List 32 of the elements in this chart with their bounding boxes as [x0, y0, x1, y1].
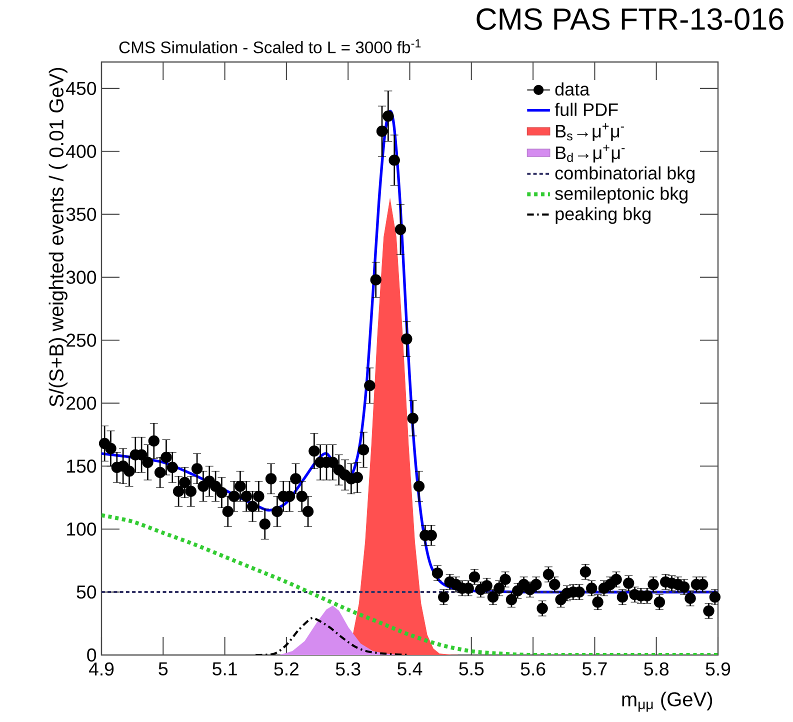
- chart-title: CMS Simulation - Scaled to L = 3000 fb$^{-1}$: [119, 39, 421, 54]
- x-tick-label: 5.7: [582, 662, 607, 676]
- legend-label: data: [555, 82, 590, 96]
- x-axis-title: m$_{μμ}$ (GeV): [622, 692, 712, 712]
- x-tick-label: 5.2: [274, 662, 298, 676]
- y-tick-label: 150: [67, 460, 96, 473]
- legend-label: B$_{s}$→μ$^{+}$μ$^{-}$: [556, 123, 624, 141]
- x-tick-label: 5.8: [644, 662, 669, 676]
- y-tick-label: 450: [66, 82, 96, 96]
- legend-label: combinatorial bkg: [555, 166, 694, 184]
- y-tick-label: 250: [66, 334, 96, 347]
- text: CMS PAS FTR-13-016: [476, 8, 784, 30]
- x-tick-label: 5.3: [336, 662, 360, 676]
- x-tick-label: 4.9: [88, 662, 114, 676]
- legend-label: semileptonic bkg: [555, 186, 688, 204]
- y-tick-label: 0: [87, 648, 96, 662]
- legend-label: peaking bkg: [556, 207, 650, 224]
- x-tick-label: 5.5: [459, 662, 484, 676]
- y-tick-label: 300: [66, 270, 96, 284]
- y-tick-label: 350: [66, 208, 96, 221]
- y-tick-label: 400: [66, 144, 96, 158]
- y-tick-label: 100: [67, 522, 96, 536]
- y-tick-label: 200: [66, 396, 96, 410]
- x-tick-label: 5: [158, 662, 168, 676]
- x-tick-label: 5.6: [520, 662, 546, 676]
- x-tick-label: 5.1: [212, 662, 237, 676]
- x-tick-label: 5.4: [398, 662, 422, 676]
- legend-label: B$_{d}$→μ$^{+}$μ$^{-}$: [556, 144, 625, 162]
- y-axis-title: S/(S+B) weighted events / ( 0.01 GeV): [48, 68, 68, 407]
- legend-label: full PDF: [554, 102, 618, 116]
- x-tick-label: 5.9: [706, 662, 730, 676]
- y-tick-label: 50: [76, 585, 96, 599]
